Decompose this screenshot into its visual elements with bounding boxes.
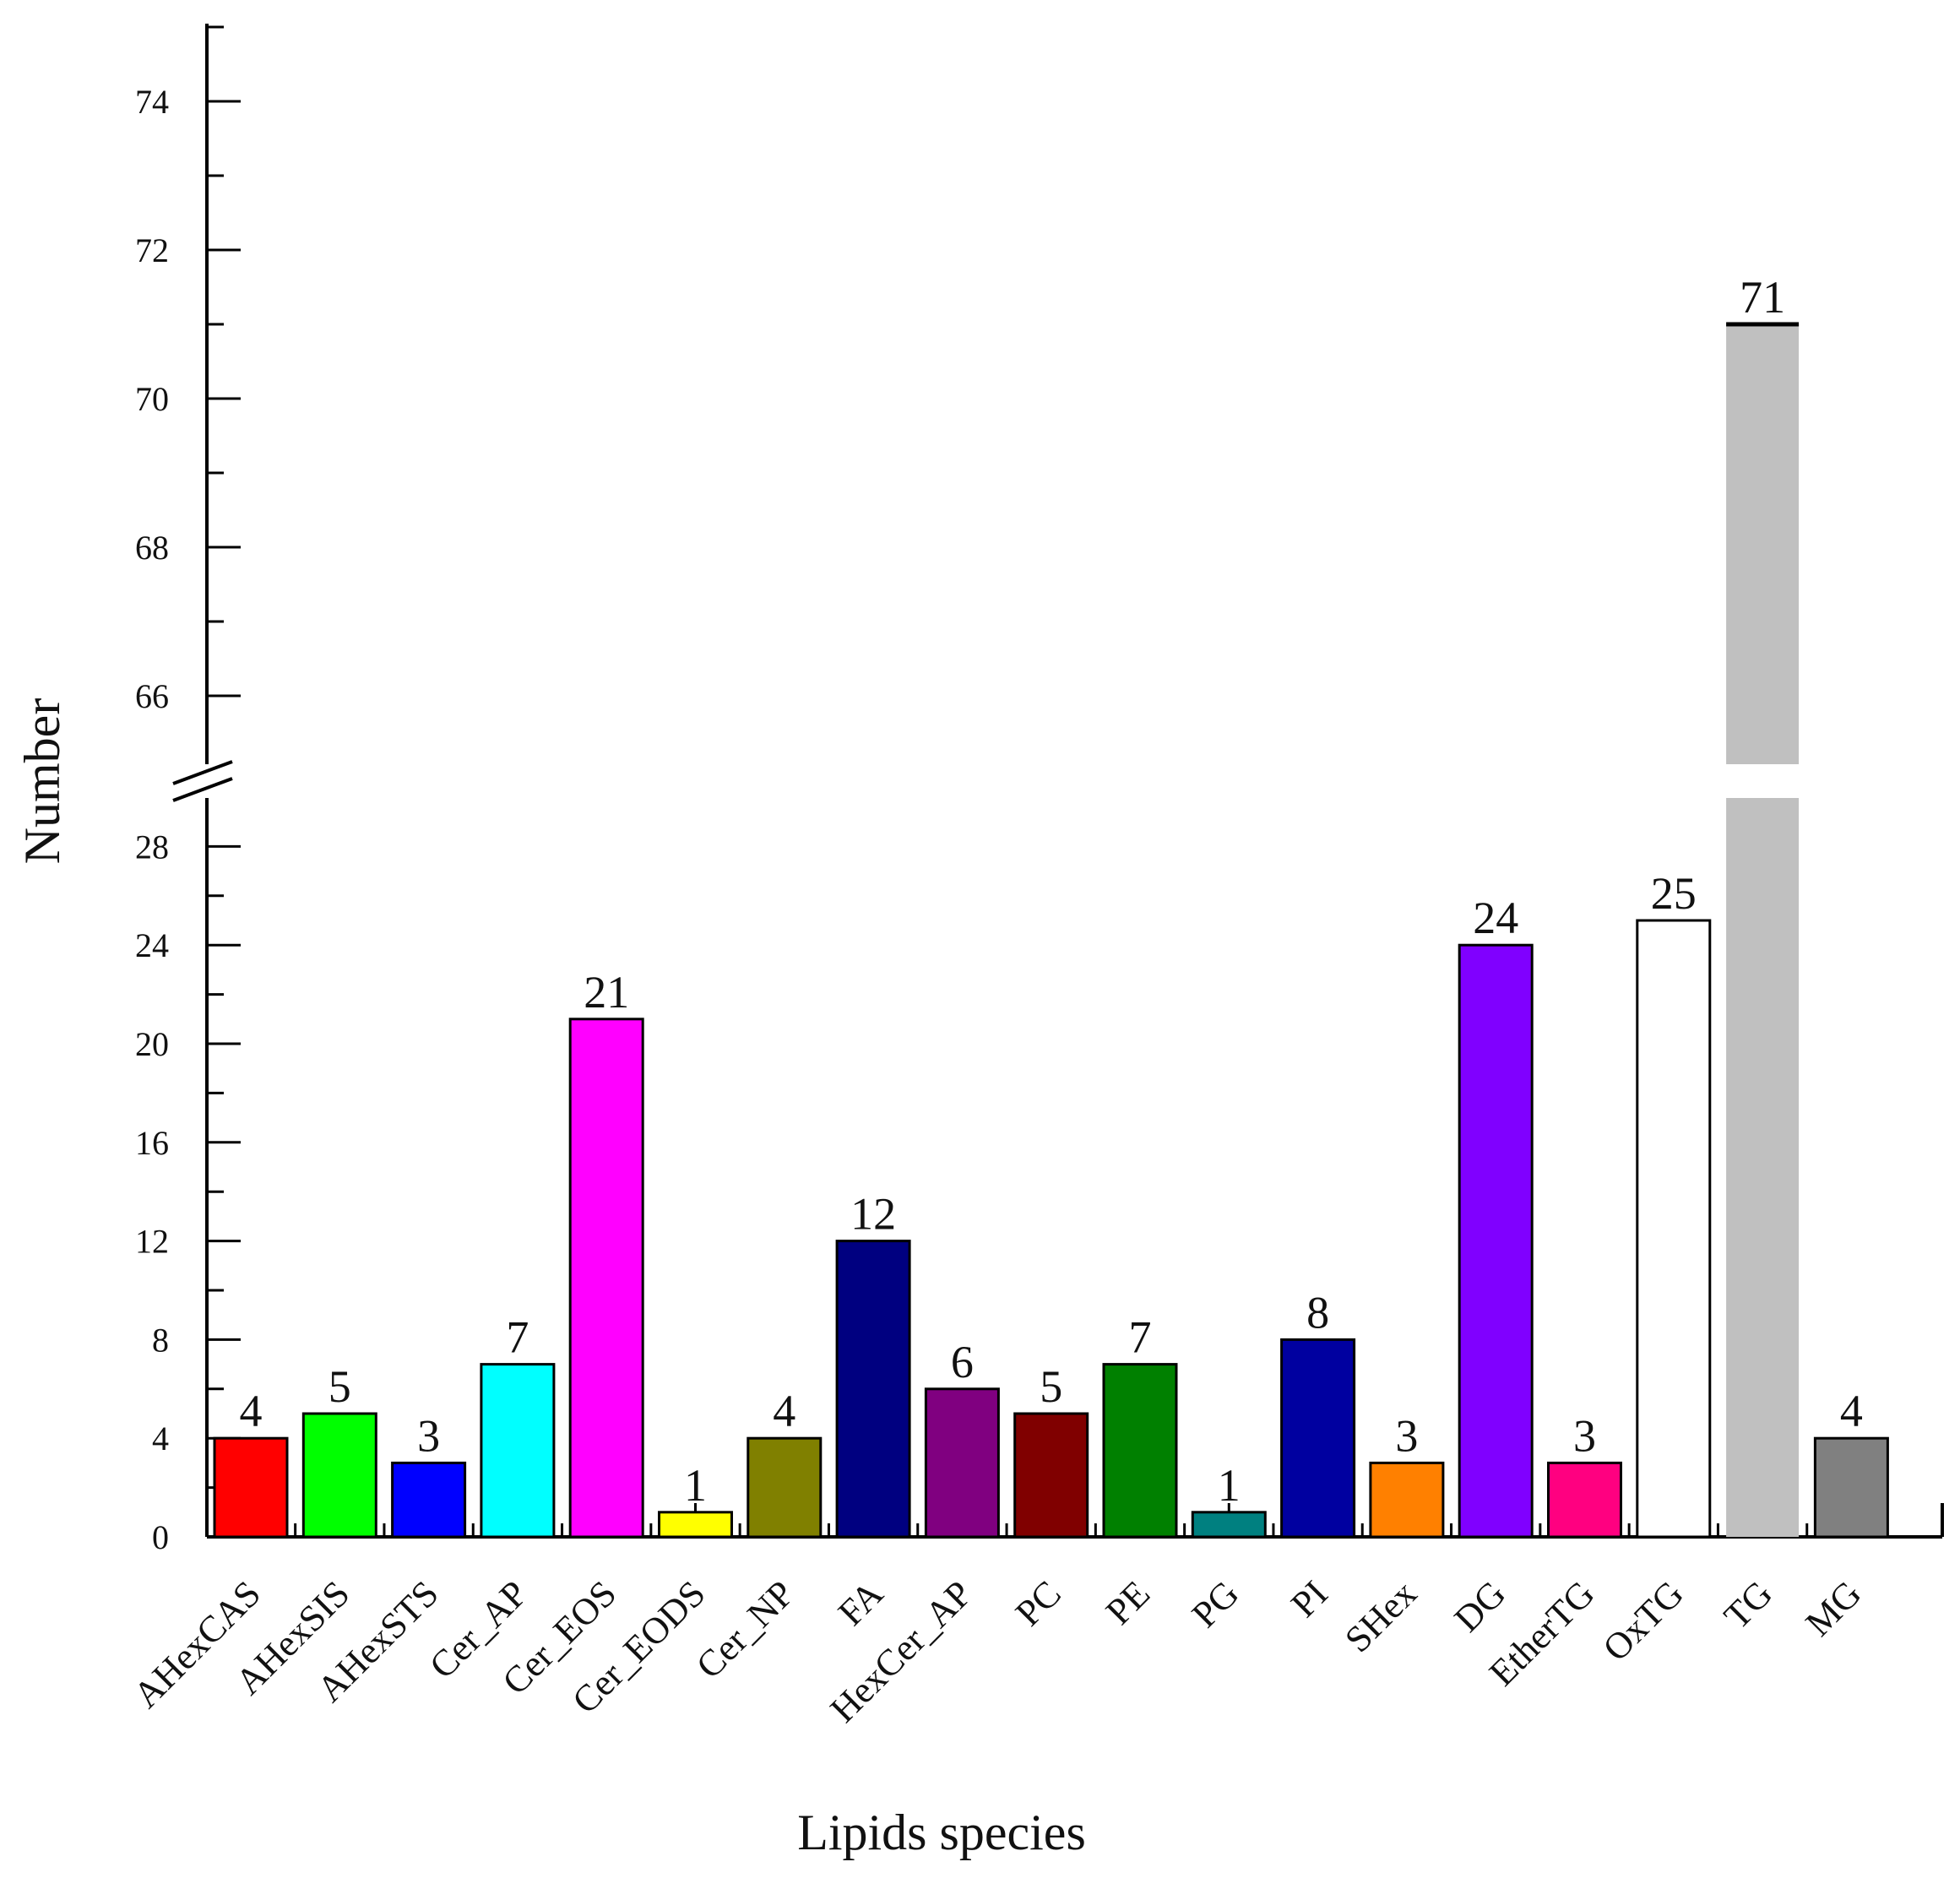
bar-value-label: 3 <box>417 1410 440 1461</box>
y-tick-label-upper: 68 <box>135 529 169 567</box>
x-tick-label: DG <box>1447 1572 1514 1640</box>
y-tick-label-upper: 74 <box>135 83 169 121</box>
bar-cer_eos <box>568 1018 644 1539</box>
x-axis-title: Lipids species <box>797 1805 1086 1860</box>
x-tick-label: TG <box>1716 1572 1780 1637</box>
y-tick-label-lower: 24 <box>135 926 169 964</box>
axis-break-mark-lower <box>172 777 233 802</box>
y-tick-label-upper: 72 <box>135 231 169 269</box>
x-tick-label: FA <box>830 1572 891 1633</box>
bar-value-label: 7 <box>506 1312 529 1363</box>
bar-ethertg <box>1547 1461 1622 1539</box>
bar-hexcer_ap <box>924 1387 1000 1539</box>
bar-value-label: 1 <box>684 1460 707 1511</box>
x-tick-label: Cer_NP <box>688 1572 802 1686</box>
labels: AHexCASAHexSISAHexSTSCer_APCer_EOSCer_EO… <box>126 1572 1870 1730</box>
y-axis-title: Number <box>14 698 70 865</box>
axis-break-mark-upper <box>172 760 233 785</box>
bar-pc <box>1013 1412 1089 1539</box>
bar-value-label: 24 <box>1473 893 1518 943</box>
bar-value-label: 3 <box>1395 1410 1418 1461</box>
bar-value-label: 4 <box>773 1386 795 1436</box>
bar-fa <box>835 1240 911 1539</box>
y-tick-label-lower: 4 <box>152 1419 169 1457</box>
x-tick-label: AHexCAS <box>126 1572 269 1715</box>
bar-pe <box>1102 1363 1178 1539</box>
bar-value-label: 4 <box>240 1386 263 1436</box>
y-tick-label-lower: 0 <box>152 1518 169 1556</box>
x-tick-label: PG <box>1184 1572 1246 1635</box>
bar-value-label: 8 <box>1306 1287 1329 1338</box>
bar-cer_np <box>747 1436 823 1539</box>
bar-value-label: 71 <box>1740 272 1785 323</box>
bar-ahexcas <box>213 1436 289 1539</box>
y-tick-label-lower: 8 <box>152 1321 169 1359</box>
x-tick-label: PI <box>1283 1572 1335 1625</box>
y-tick-label-upper: 66 <box>135 677 169 715</box>
bar-value-label: 6 <box>951 1337 974 1387</box>
x-tick-label: PC <box>1007 1572 1069 1634</box>
y-tick-label-lower: 12 <box>135 1223 169 1261</box>
bar-value-label: 5 <box>328 1361 351 1412</box>
bar-value-label: 7 <box>1129 1312 1152 1363</box>
x-tick-label: MG <box>1798 1572 1870 1644</box>
bar-pg <box>1191 1511 1267 1539</box>
bar-pi <box>1280 1338 1356 1539</box>
y-tick-label-lower: 16 <box>135 1124 169 1162</box>
bar-value-label: 5 <box>1040 1361 1062 1412</box>
y-tick-label-lower: 28 <box>135 828 169 866</box>
bar-value-label: 3 <box>1573 1410 1596 1461</box>
bar-shex <box>1369 1461 1445 1539</box>
bar-oxtg <box>1636 919 1712 1539</box>
bar-mg <box>1813 1436 1889 1539</box>
bar-cer_eods <box>658 1511 733 1539</box>
x-tick-label: PE <box>1098 1572 1158 1632</box>
bar-ahexsis <box>301 1412 377 1539</box>
bar-dg <box>1458 943 1534 1539</box>
y-tick-label-upper: 70 <box>135 380 169 418</box>
x-tick-label: SHex <box>1337 1572 1425 1660</box>
bar-value-label: 25 <box>1651 868 1697 919</box>
bar-cer_ap <box>480 1363 556 1539</box>
bar-ahexsts <box>391 1461 467 1539</box>
y-tick-label-lower: 20 <box>135 1025 169 1063</box>
x-tick-label: OxTG <box>1595 1572 1691 1669</box>
bar-value-label: 4 <box>1840 1386 1863 1436</box>
bar-tg-upper <box>1726 324 1800 764</box>
bar-value-label: 12 <box>850 1189 896 1240</box>
bar-value-label: 1 <box>1218 1460 1241 1511</box>
bar-tg-lower <box>1726 798 1800 1537</box>
bar-value-label: 21 <box>584 967 629 1018</box>
